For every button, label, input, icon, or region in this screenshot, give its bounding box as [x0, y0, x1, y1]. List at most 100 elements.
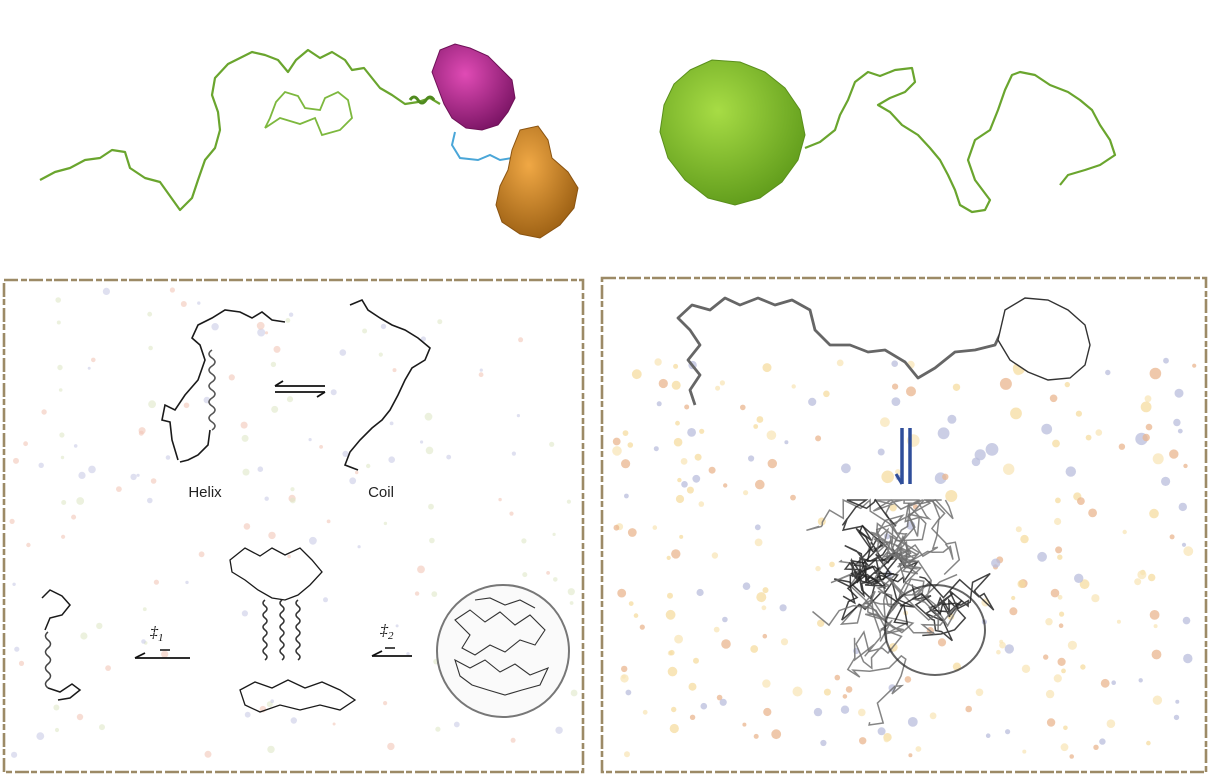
background-speckle [681, 481, 688, 488]
background-speckle [1049, 394, 1058, 403]
background-speckle [891, 397, 901, 406]
background-speckle [1192, 363, 1197, 368]
transition-state-2-label: ‡2 [380, 622, 394, 643]
background-speckle [673, 363, 679, 369]
background-speckle [553, 577, 558, 582]
background-speckle [675, 420, 680, 426]
background-speckle [689, 714, 696, 720]
background-speckle [694, 453, 702, 461]
background-speckle [289, 497, 296, 504]
background-speckle [790, 494, 796, 501]
background-speckle [1138, 678, 1143, 683]
background-speckle [756, 592, 767, 603]
ensemble-folded-core [884, 584, 986, 676]
background-speckle [266, 701, 273, 708]
background-speckle [965, 705, 972, 713]
background-speckle [59, 432, 65, 438]
background-speckle [330, 389, 337, 396]
transition-arrow-blue [894, 428, 912, 485]
background-speckle [891, 360, 898, 368]
equilibrium-arrows [274, 380, 326, 398]
background-speckle [257, 466, 264, 473]
background-speckle [273, 345, 281, 353]
ensemble-conformer [911, 584, 967, 642]
background-speckle [680, 458, 688, 465]
background-speckle [671, 380, 681, 390]
background-speckle [147, 311, 153, 317]
background-speckle [688, 682, 697, 691]
background-speckle [755, 479, 765, 490]
background-speckle [740, 404, 746, 411]
background-speckle [684, 404, 690, 410]
background-speckle [1145, 423, 1153, 431]
background-speckle [58, 388, 63, 392]
background-speckle [105, 665, 111, 671]
background-speckle [287, 554, 291, 559]
extended-chain [676, 296, 1004, 406]
background-speckle [76, 713, 84, 721]
background-speckle [147, 497, 153, 504]
background-speckle [288, 312, 294, 317]
background-speckle [257, 328, 266, 337]
background-speckle [908, 753, 913, 758]
background-speckle [1099, 738, 1106, 745]
background-speckle [829, 561, 835, 568]
background-speckle [1045, 618, 1053, 626]
background-speckle [546, 571, 550, 575]
background-speckle [1074, 573, 1084, 583]
background-speckle [1100, 678, 1110, 688]
background-speckle [1077, 497, 1085, 505]
background-speckle [716, 694, 723, 701]
background-speckle [71, 514, 77, 520]
coil-state-label: Coil [368, 484, 394, 501]
background-speckle [1105, 369, 1111, 376]
background-speckle [1057, 594, 1063, 600]
background-speckle [669, 723, 679, 734]
background-speckle [679, 534, 684, 539]
background-speckle [823, 688, 831, 696]
background-speckle [1169, 449, 1179, 459]
background-speckle [342, 450, 349, 457]
background-speckle [1037, 551, 1047, 562]
background-speckle [435, 726, 441, 732]
background-speckle [431, 591, 438, 597]
background-speckle [211, 323, 219, 331]
background-speckle [693, 657, 699, 664]
disordered-linker-green [39, 48, 441, 212]
background-speckle [150, 478, 157, 484]
background-speckle [673, 437, 683, 447]
background-speckle [12, 582, 16, 586]
background-speckle [617, 588, 627, 598]
background-speckle [974, 449, 986, 461]
left-panel-background-speckles [9, 287, 578, 758]
background-speckle [148, 400, 157, 409]
background-speckle [621, 459, 631, 469]
background-speckle [241, 610, 248, 617]
background-speckle [1080, 664, 1086, 670]
background-speckle [784, 440, 789, 445]
background-speckle [1134, 578, 1142, 586]
aggregate-droplet [436, 584, 570, 718]
background-speckle [748, 455, 755, 462]
background-speckle [658, 378, 668, 389]
background-speckle [54, 727, 60, 733]
background-speckle [479, 368, 483, 372]
ensemble-conformer [873, 499, 954, 609]
background-speckle [1015, 526, 1022, 533]
background-speckle [624, 751, 630, 758]
background-speckle [57, 364, 63, 371]
background-speckle [711, 552, 719, 559]
disordered-tail-green [804, 66, 1117, 214]
background-speckle [309, 536, 317, 545]
background-speckle [1045, 689, 1055, 699]
background-speckle [763, 707, 772, 717]
ensemble-conformer [844, 537, 916, 608]
background-speckle [169, 287, 175, 293]
background-speckle [767, 458, 777, 469]
background-speckle [840, 705, 850, 714]
background-speckle [23, 441, 28, 447]
background-speckle [198, 551, 205, 558]
background-speckle [907, 717, 918, 727]
background-speckle [674, 634, 683, 644]
background-speckle [414, 591, 420, 596]
